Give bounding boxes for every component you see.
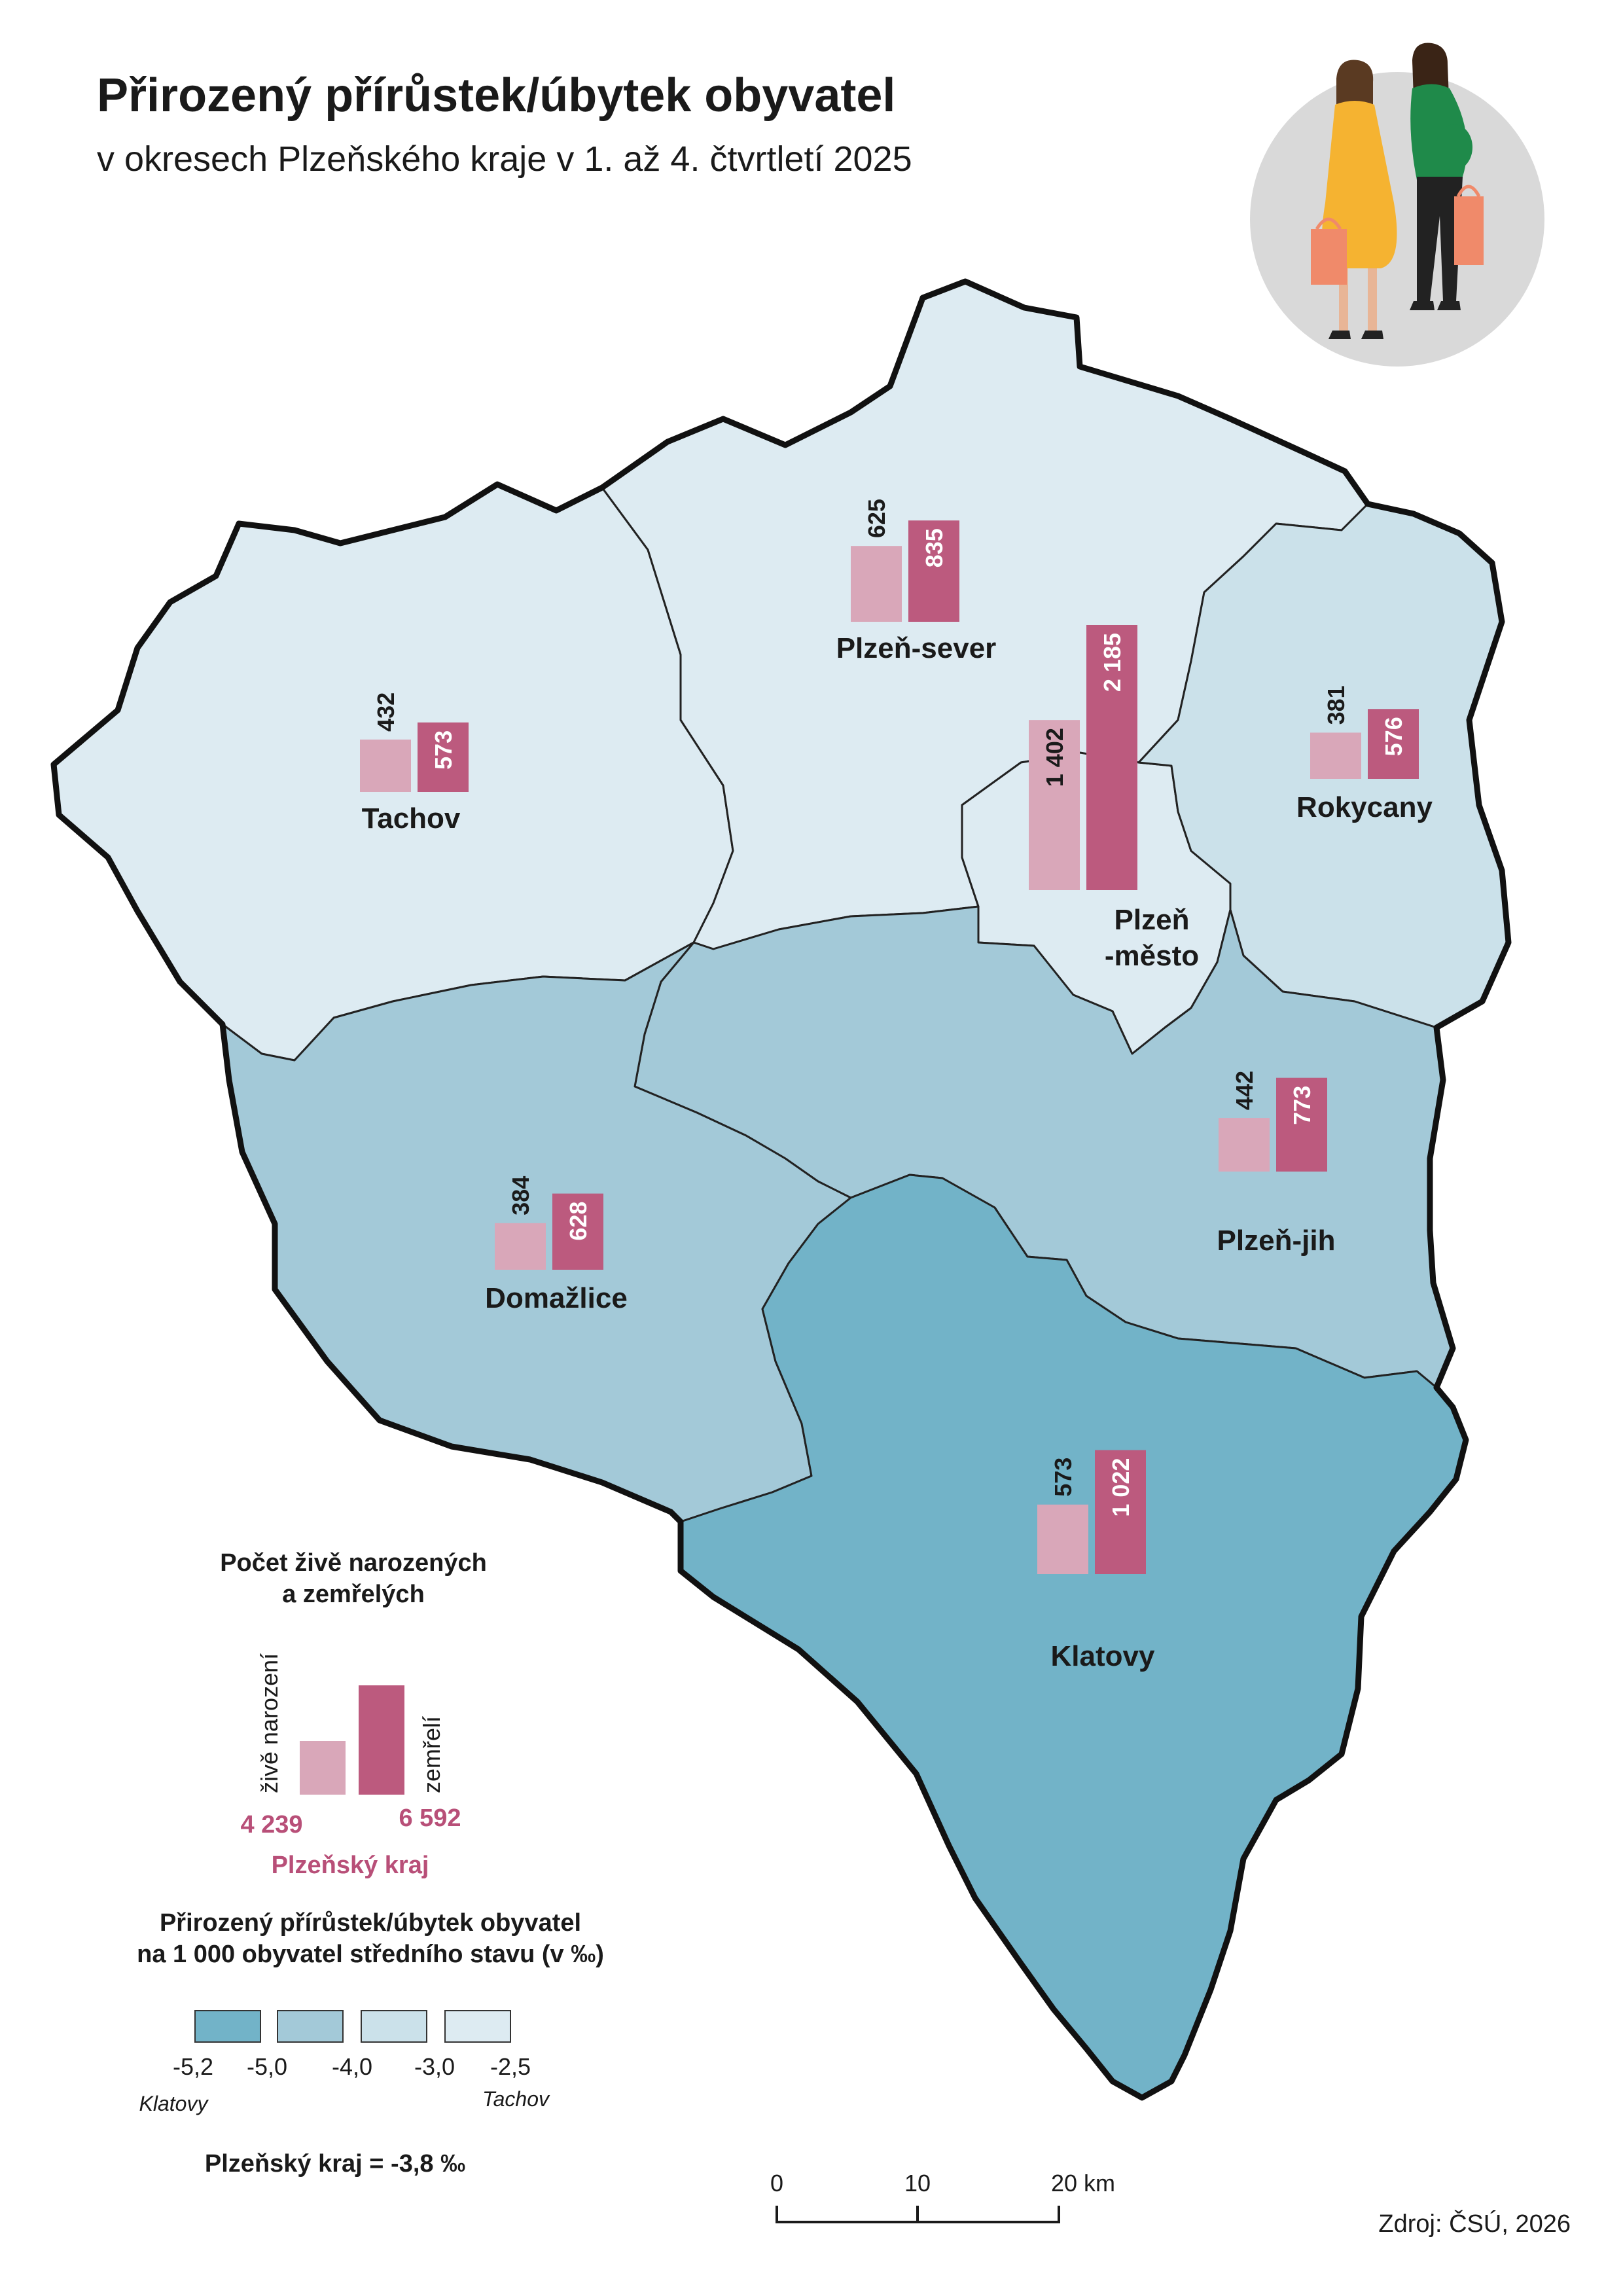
died-value-tachov: 573 <box>430 730 457 770</box>
legend-born-value: 4 239 <box>240 1811 302 1839</box>
died-value-plze-sever: 835 <box>921 528 948 567</box>
scale-tick-10: 10 <box>904 2170 931 2197</box>
born-value-plze-sever: 625 <box>863 499 890 538</box>
district-bars: 432 573 625 835 1 402 2 185 381 576 384 628 442 773… <box>360 499 1419 1574</box>
born-bar-tachov <box>360 739 411 792</box>
died-bar-doma-lice <box>552 1193 603 1270</box>
legend-class-3-swatch <box>361 2010 427 2043</box>
born-bar-plze-sever <box>851 546 902 622</box>
legend-break-4: -3,0 <box>414 2053 455 2080</box>
legend-break-3: -4,0 <box>332 2053 372 2080</box>
district-labels: Tachov Plzeň-sever Plzeň -město Rokycany Doma… <box>362 632 1433 1672</box>
died-value-plze-: 2 185 <box>1099 633 1126 692</box>
legend-break-1: -5,2 <box>173 2053 213 2080</box>
legend-bars-title-2: a zemřelých <box>282 1581 425 1608</box>
died-bar-plze-jih <box>1276 1077 1327 1172</box>
district-label-doma-lice: Domažlice <box>485 1282 628 1314</box>
born-bar-plze-jih <box>1219 1118 1270 1172</box>
born-value-tachov: 432 <box>372 692 399 732</box>
born-bar-doma-lice <box>495 1223 546 1270</box>
legend-born-bar <box>300 1741 346 1795</box>
scale-tick-20: 20 km <box>1051 2170 1115 2197</box>
legend-class-1-swatch <box>194 2010 261 2043</box>
born-bar-rokycany <box>1310 732 1361 779</box>
legend-choropleth-title-1: Přirozený přírůstek/úbytek obyvatel <box>160 1909 581 1937</box>
district-label-plze-jih: Plzeň-jih <box>1217 1225 1336 1257</box>
born-value-plze-: 1 402 <box>1041 728 1068 787</box>
page-title: Přirozený přírůstek/úbytek obyvatel <box>97 69 896 122</box>
legend-region-label: Plzeňský kraj <box>272 1852 429 1879</box>
legend-region-value: Plzeňský kraj = -3,8 ‰ <box>205 2150 465 2178</box>
legend-max-label: Tachov <box>482 2087 550 2111</box>
died-value-klatovy: 1 022 <box>1107 1458 1134 1517</box>
died-bar-tachov <box>418 722 469 792</box>
page-subtitle: v okresech Plzeňského kraje v 1. až 4. č… <box>97 139 912 179</box>
legend-class-4-swatch <box>444 2010 511 2043</box>
district-label-rokycany: Rokycany <box>1296 791 1433 823</box>
died-bar-rokycany <box>1368 709 1419 779</box>
region-outline <box>50 278 1512 2101</box>
legend-died-label: zemřelí <box>418 1716 445 1793</box>
district-label-tachov: Tachov <box>362 802 461 834</box>
legend-bars-title-1: Počet živě narozených <box>220 1549 487 1577</box>
born-bar-klatovy <box>1037 1504 1088 1574</box>
legend-died-bar <box>359 1685 404 1795</box>
legend-break-5: -2,5 <box>490 2053 531 2080</box>
legend-choropleth: Přirozený přírůstek/úbytek obyvatel na 1… <box>137 1909 604 2178</box>
died-value-doma-lice: 628 <box>565 1202 592 1241</box>
district-label-plze-sever: Plzeň-sever <box>836 632 997 664</box>
legend-min-label: Klatovy <box>139 2092 209 2115</box>
legend-class-2-swatch <box>277 2010 344 2043</box>
two-women-shopping-pregnant-icon <box>1250 43 1544 367</box>
born-value-plze-jih: 442 <box>1231 1071 1258 1110</box>
source-note: Zdroj: ČSÚ, 2026 <box>1378 2209 1571 2238</box>
born-bar-plze- <box>1029 720 1080 890</box>
legend-choropleth-title-2: na 1 000 obyvatel středního stavu (v ‰) <box>137 1941 604 1968</box>
died-bar-plze-sever <box>908 520 959 622</box>
died-bar-plze- <box>1086 625 1137 890</box>
scale-bar: 0 10 20 km <box>770 2170 1115 2223</box>
died-bar-klatovy <box>1095 1450 1146 1574</box>
legend-died-value: 6 592 <box>399 1804 461 1832</box>
died-value-rokycany: 576 <box>1380 717 1407 756</box>
legend-break-2: -5,0 <box>247 2053 287 2080</box>
district-label-klatovy: Klatovy <box>1051 1640 1155 1672</box>
scale-tick-0: 0 <box>770 2170 783 2197</box>
district-label-plze-: Plzeň <box>1115 904 1190 936</box>
born-value-klatovy: 573 <box>1050 1458 1077 1497</box>
district-label-plze--2: -město <box>1105 940 1199 972</box>
born-value-doma-lice: 384 <box>507 1176 534 1215</box>
died-value-plze-jih: 773 <box>1289 1086 1315 1125</box>
legend-bars: Počet živě narozených a zemřelých živě n… <box>220 1549 487 1879</box>
legend-born-label: živě narození <box>256 1653 283 1793</box>
born-value-rokycany: 381 <box>1323 685 1349 725</box>
